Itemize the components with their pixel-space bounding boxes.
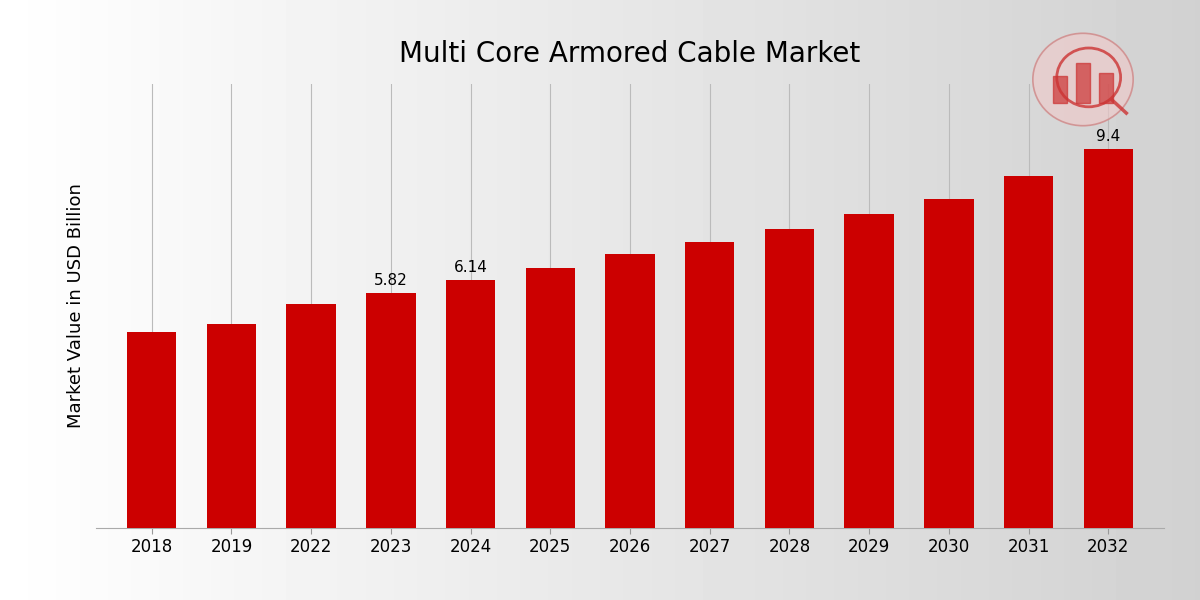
- Bar: [764, 229, 814, 528]
- Bar: [127, 332, 176, 528]
- Bar: [1084, 149, 1133, 528]
- Bar: [1054, 76, 1067, 103]
- Bar: [685, 242, 734, 528]
- Bar: [605, 254, 655, 528]
- Bar: [1099, 73, 1112, 103]
- Bar: [1076, 63, 1090, 103]
- Bar: [446, 280, 496, 528]
- Y-axis label: Market Value in USD Billion: Market Value in USD Billion: [67, 184, 85, 428]
- Bar: [845, 214, 894, 528]
- Bar: [924, 199, 973, 528]
- Bar: [526, 268, 575, 528]
- Text: 9.4: 9.4: [1096, 129, 1121, 144]
- Bar: [1004, 176, 1054, 528]
- Bar: [366, 293, 415, 528]
- Text: 6.14: 6.14: [454, 260, 487, 275]
- Text: 5.82: 5.82: [374, 273, 408, 288]
- Bar: [206, 324, 257, 528]
- Circle shape: [1033, 33, 1133, 126]
- Bar: [287, 304, 336, 528]
- Title: Multi Core Armored Cable Market: Multi Core Armored Cable Market: [400, 40, 860, 68]
